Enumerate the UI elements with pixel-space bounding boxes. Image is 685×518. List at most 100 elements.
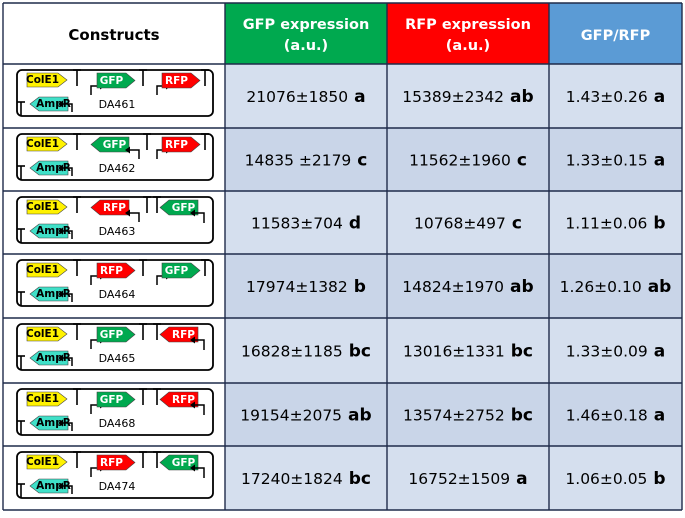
- plasmid-diagram: ColE1 AmpR RFP GFP DA474: [16, 451, 214, 499]
- header-rfp-label: RFP expression: [405, 17, 531, 33]
- ratio-significance-letter: a: [654, 87, 665, 107]
- cole1-origin-shape: [26, 199, 68, 215]
- construct-name: DA465: [99, 352, 136, 365]
- gfp-significance-letter: d: [349, 214, 361, 234]
- cole1-origin-shape: [26, 262, 68, 278]
- rfp-significance-letter: a: [516, 469, 527, 489]
- ratio-value: 1.33±0.09 a: [566, 342, 666, 362]
- ampr-gene-label: AmpR: [36, 225, 71, 237]
- value-cell: [225, 318, 387, 383]
- gfp-gene-shape: [159, 199, 199, 216]
- ampr-promoter-line: [62, 167, 73, 176]
- ampr-promoter-head: [58, 419, 63, 427]
- promoter-head: [125, 146, 130, 154]
- plasmid-backbone: [16, 69, 214, 117]
- cole1-origin-label: ColE1: [26, 328, 59, 340]
- ampr-promoter-line: [62, 357, 73, 366]
- rfp-gene-label: RFP: [100, 265, 123, 277]
- value-cell: [225, 446, 387, 510]
- construct-name: DA474: [99, 480, 136, 493]
- ampr-promoter-head: [58, 100, 63, 108]
- ampr-gene-shape: [29, 350, 69, 366]
- gfp-gene-shape: [96, 72, 136, 89]
- gfp-mean-sd: 14835 ±2179: [245, 152, 352, 170]
- ampr-promoter-line: [62, 422, 73, 431]
- header-rfp-cell: [387, 3, 549, 64]
- value-cell: [549, 383, 682, 446]
- gfp-gene-label: GFP: [100, 329, 124, 341]
- rfp-mean-sd: 13016±1331: [403, 343, 505, 361]
- ratio-value: 1.26±0.10 ab: [560, 277, 672, 297]
- cole1-origin-shape: [26, 454, 68, 470]
- rfp-gene-label: RFP: [172, 394, 195, 406]
- rfp-value: 13016±1331 bc: [403, 342, 533, 362]
- rfp-value: 14824±1970 ab: [402, 277, 533, 297]
- construct-name: DA464: [99, 288, 136, 301]
- ratio-mean-sd: 1.26±0.10: [560, 278, 642, 296]
- construct-name: DA462: [99, 162, 136, 175]
- gfp-gene-shape: [96, 326, 136, 343]
- rfp-gene-shape: [161, 72, 201, 89]
- promoter-line: [129, 212, 140, 222]
- promoter-line: [194, 404, 205, 415]
- plasmid-backbone: [16, 133, 214, 181]
- cole1-origin-shape: [26, 72, 68, 88]
- table-row: ColE1 AmpR GFP RFP DA461 21076±1850 a 15389±234…: [3, 64, 682, 128]
- header-gfp-unit: (a.u.): [284, 38, 328, 54]
- rfp-value: 13574±2752 bc: [403, 406, 533, 426]
- plasmid-diagram: ColE1 AmpR GFP RFP DA462: [16, 133, 214, 181]
- gfp-gene-label: GFP: [172, 457, 196, 469]
- ratio-significance-letter: a: [654, 151, 665, 171]
- value-cell: [387, 191, 549, 254]
- rfp-gene-shape: [96, 262, 136, 279]
- ratio-mean-sd: 1.43±0.26: [566, 88, 648, 106]
- value-cell: [225, 191, 387, 254]
- plasmid-backbone: [16, 323, 214, 371]
- plasmid-backbone: [16, 196, 214, 244]
- ampr-gene-label: AmpR: [36, 352, 71, 364]
- cole1-origin-label: ColE1: [26, 393, 59, 405]
- value-cell: [225, 128, 387, 191]
- ratio-mean-sd: 1.46±0.18: [566, 407, 648, 425]
- construct-name: DA463: [99, 225, 136, 238]
- plasmid-diagram: ColE1 AmpR RFP GFP DA464: [16, 259, 214, 307]
- rfp-mean-sd: 15389±2342: [402, 88, 504, 106]
- cole1-origin-label: ColE1: [26, 456, 59, 468]
- ratio-mean-sd: 1.11±0.06: [565, 215, 647, 233]
- gfp-significance-letter: c: [357, 151, 367, 171]
- gfp-mean-sd: 16828±1185: [241, 343, 343, 361]
- value-cell: [225, 64, 387, 128]
- value-cell: [549, 318, 682, 383]
- gfp-value: 11583±704 d: [251, 214, 361, 234]
- gfp-gene-shape: [159, 454, 199, 471]
- rfp-significance-letter: ab: [510, 87, 534, 107]
- rfp-mean-sd: 10768±497: [414, 215, 506, 233]
- rfp-gene-label: RFP: [165, 139, 188, 151]
- cole1-origin-label: ColE1: [26, 264, 59, 276]
- ratio-mean-sd: 1.33±0.09: [566, 343, 648, 361]
- ampr-promoter-head: [58, 290, 63, 298]
- value-cell: [549, 128, 682, 191]
- ampr-gene-label: AmpR: [36, 98, 71, 110]
- ampr-gene-shape: [29, 286, 69, 302]
- ampr-promoter-head: [58, 354, 63, 362]
- value-cell: [225, 383, 387, 446]
- rfp-significance-letter: bc: [511, 406, 533, 426]
- ratio-significance-letter: ab: [648, 277, 672, 297]
- gfp-gene-shape: [90, 136, 130, 153]
- promoter-line: [194, 467, 205, 478]
- table-row: ColE1 AmpR GFP RFP DA468 19154±2075 ab 13574±27…: [3, 383, 682, 446]
- cole1-origin-shape: [26, 136, 68, 152]
- ampr-gene-shape: [29, 96, 69, 112]
- header-constructs-cell: [3, 3, 225, 64]
- header-ratio-cell: [549, 3, 682, 64]
- ampr-promoter-head: [58, 482, 63, 490]
- ampr-gene-label: AmpR: [36, 480, 71, 492]
- gfp-significance-letter: bc: [349, 342, 371, 362]
- rfp-value: 16752±1509 a: [408, 469, 527, 489]
- rfp-gene-shape: [96, 454, 136, 471]
- cole1-origin-shape: [26, 326, 68, 342]
